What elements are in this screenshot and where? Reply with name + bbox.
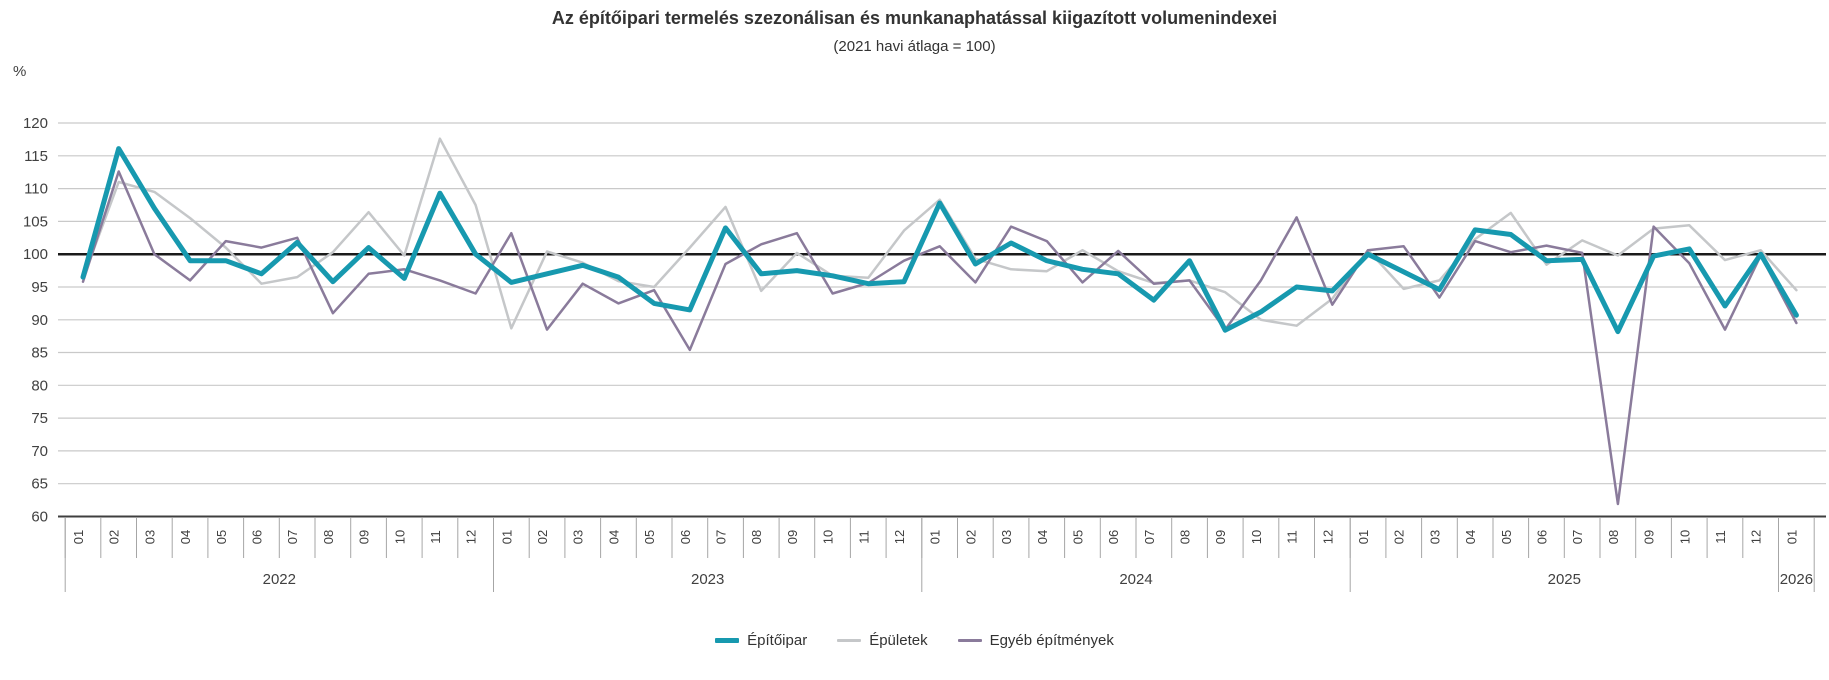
year-label-2022: 2022 xyxy=(263,571,296,588)
legend-label-egy-b-p-tm-nyek: Egyéb építmények xyxy=(989,632,1114,649)
y-tick-label-95: 95 xyxy=(31,279,48,296)
month-label-2024-05: 05 xyxy=(1071,530,1086,544)
year-label-2023: 2023 xyxy=(691,571,724,588)
y-tick-label-75: 75 xyxy=(31,410,48,427)
month-label-2022-10: 10 xyxy=(392,530,407,544)
month-label-2024-04: 04 xyxy=(1035,530,1050,544)
month-label-2025-03: 03 xyxy=(1427,530,1442,544)
legend: Építőipar Épületek Egyéb építmények xyxy=(0,632,1829,649)
legend-marker--p-letek xyxy=(837,639,862,642)
series-line--p-t-ipar xyxy=(80,146,1799,335)
month-label-2024-06: 06 xyxy=(1106,530,1121,544)
month-label-2024-09: 09 xyxy=(1213,530,1228,544)
month-label-2023-05: 05 xyxy=(642,530,657,544)
y-tick-label-110: 110 xyxy=(24,181,48,198)
year-label-2026: 2026 xyxy=(1780,571,1813,588)
y-tick-label-115: 115 xyxy=(24,148,48,165)
month-label-2024-03: 03 xyxy=(999,530,1014,544)
month-label-2023-03: 03 xyxy=(571,530,586,544)
month-label-2026-01: 01 xyxy=(1784,530,1799,544)
month-label-2024-07: 07 xyxy=(1142,530,1157,544)
month-label-2025-07: 07 xyxy=(1570,530,1585,544)
y-tick-label-65: 65 xyxy=(31,476,48,493)
y-tick-label-90: 90 xyxy=(31,312,48,329)
month-label-2022-08: 08 xyxy=(321,530,336,544)
month-label-2024-11: 11 xyxy=(1285,530,1300,544)
series-line-egy-b-p-tm-nyek xyxy=(81,170,1798,506)
month-label-2025-08: 08 xyxy=(1606,530,1621,544)
y-tick-label-120: 120 xyxy=(23,115,48,132)
month-label-2025-10: 10 xyxy=(1677,530,1692,544)
y-tick-label-60: 60 xyxy=(31,509,48,526)
month-label-2024-12: 12 xyxy=(1320,530,1335,544)
y-axis-unit-label: % xyxy=(13,63,27,80)
month-label-2024-02: 02 xyxy=(963,530,978,544)
month-label-2025-04: 04 xyxy=(1463,530,1478,544)
year-label-2025: 2025 xyxy=(1548,571,1581,588)
month-label-2023-10: 10 xyxy=(821,530,836,544)
month-label-2025-02: 02 xyxy=(1392,530,1407,544)
month-label-2022-11: 11 xyxy=(428,530,443,544)
month-label-2022-04: 04 xyxy=(178,530,193,544)
month-label-2022-01: 01 xyxy=(71,530,86,544)
legend-marker--p-t-ipar xyxy=(715,638,740,643)
legend-item--p-letek: Épületek xyxy=(837,632,928,649)
y-tick-label-105: 105 xyxy=(23,213,48,230)
month-label-2023-04: 04 xyxy=(606,530,621,544)
chart-subtitle: (2021 havi átlaga = 100) xyxy=(833,38,996,55)
y-tick-label-80: 80 xyxy=(31,377,48,394)
y-tick-label-100: 100 xyxy=(23,246,48,263)
month-label-2022-12: 12 xyxy=(464,530,479,544)
legend-label--p-t-ipar: Építőipar xyxy=(747,632,808,649)
month-label-2024-01: 01 xyxy=(928,530,943,544)
month-label-2022-02: 02 xyxy=(107,530,122,544)
month-label-2023-11: 11 xyxy=(856,530,871,544)
legend-marker-egy-b-p-tm-nyek xyxy=(957,639,982,642)
y-tick-label-70: 70 xyxy=(31,443,48,460)
month-label-2025-11: 11 xyxy=(1713,530,1728,544)
chart-title: Az építőipari termelés szezonálisan és m… xyxy=(551,8,1278,28)
month-label-2022-09: 09 xyxy=(357,530,372,544)
year-label-2024: 2024 xyxy=(1119,571,1152,588)
y-tick-label-85: 85 xyxy=(31,345,48,362)
month-label-2025-12: 12 xyxy=(1749,530,1764,544)
legend-item--p-t-ipar: Építőipar xyxy=(715,632,807,649)
legend-item-egy-b-p-tm-nyek: Egyéb építmények xyxy=(957,632,1114,649)
month-label-2022-06: 06 xyxy=(250,530,265,544)
month-label-2023-01: 01 xyxy=(499,530,514,544)
month-label-2025-01: 01 xyxy=(1356,530,1371,544)
month-label-2023-12: 12 xyxy=(892,530,907,544)
month-label-2023-06: 06 xyxy=(678,530,693,544)
month-label-2023-08: 08 xyxy=(749,530,764,544)
month-label-2022-07: 07 xyxy=(285,530,300,544)
month-label-2025-09: 09 xyxy=(1642,530,1657,544)
legend-label--p-letek: Épületek xyxy=(869,632,928,649)
month-label-2024-10: 10 xyxy=(1249,530,1264,544)
month-label-2023-02: 02 xyxy=(535,530,550,544)
month-label-2022-05: 05 xyxy=(214,530,229,544)
month-label-2023-09: 09 xyxy=(785,530,800,544)
series-line--p-letek xyxy=(81,137,1798,330)
month-label-2023-07: 07 xyxy=(714,530,729,544)
month-label-2025-06: 06 xyxy=(1535,530,1550,544)
month-label-2022-03: 03 xyxy=(142,530,157,544)
month-label-2024-08: 08 xyxy=(1178,530,1193,544)
month-label-2025-05: 05 xyxy=(1499,530,1514,544)
